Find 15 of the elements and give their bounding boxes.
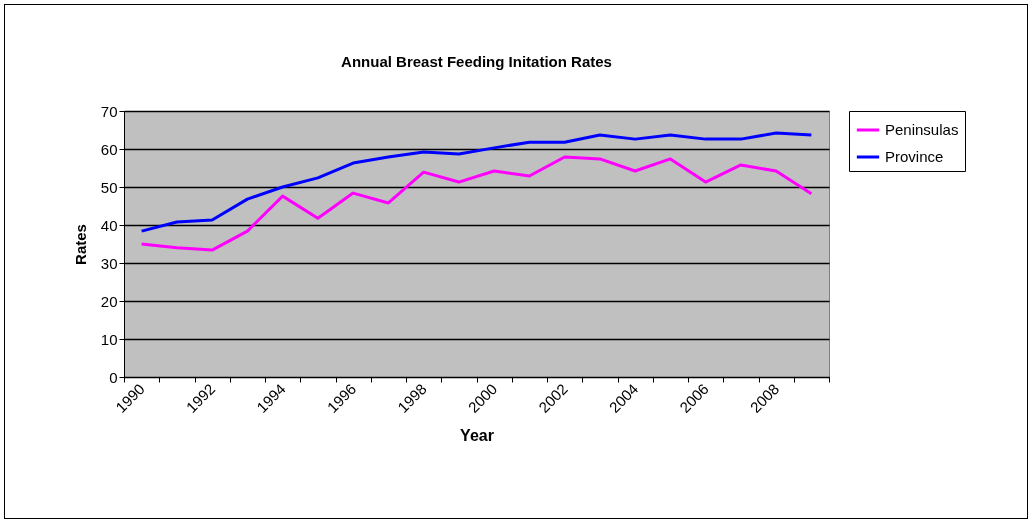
- line-series: [140, 131, 813, 233]
- line-series: [140, 155, 813, 252]
- y-tick-label: 10: [100, 330, 118, 348]
- y-tick-label: 60: [100, 140, 118, 158]
- chart-title: Annual Breast Feeding Initation Rates: [341, 53, 612, 70]
- y-tick-label: 70: [100, 102, 118, 120]
- y-axis-title: Rates: [71, 224, 89, 265]
- legend-label: Province: [885, 148, 944, 165]
- y-tick-label: 0: [109, 368, 118, 386]
- x-axis-title: Year: [460, 426, 494, 444]
- y-tick-label: 20: [100, 292, 118, 310]
- legend-label: Peninsulas: [885, 121, 959, 138]
- y-tick-label: 30: [100, 254, 118, 272]
- y-tick-label: 40: [100, 216, 118, 234]
- y-tick-label: 50: [100, 178, 118, 196]
